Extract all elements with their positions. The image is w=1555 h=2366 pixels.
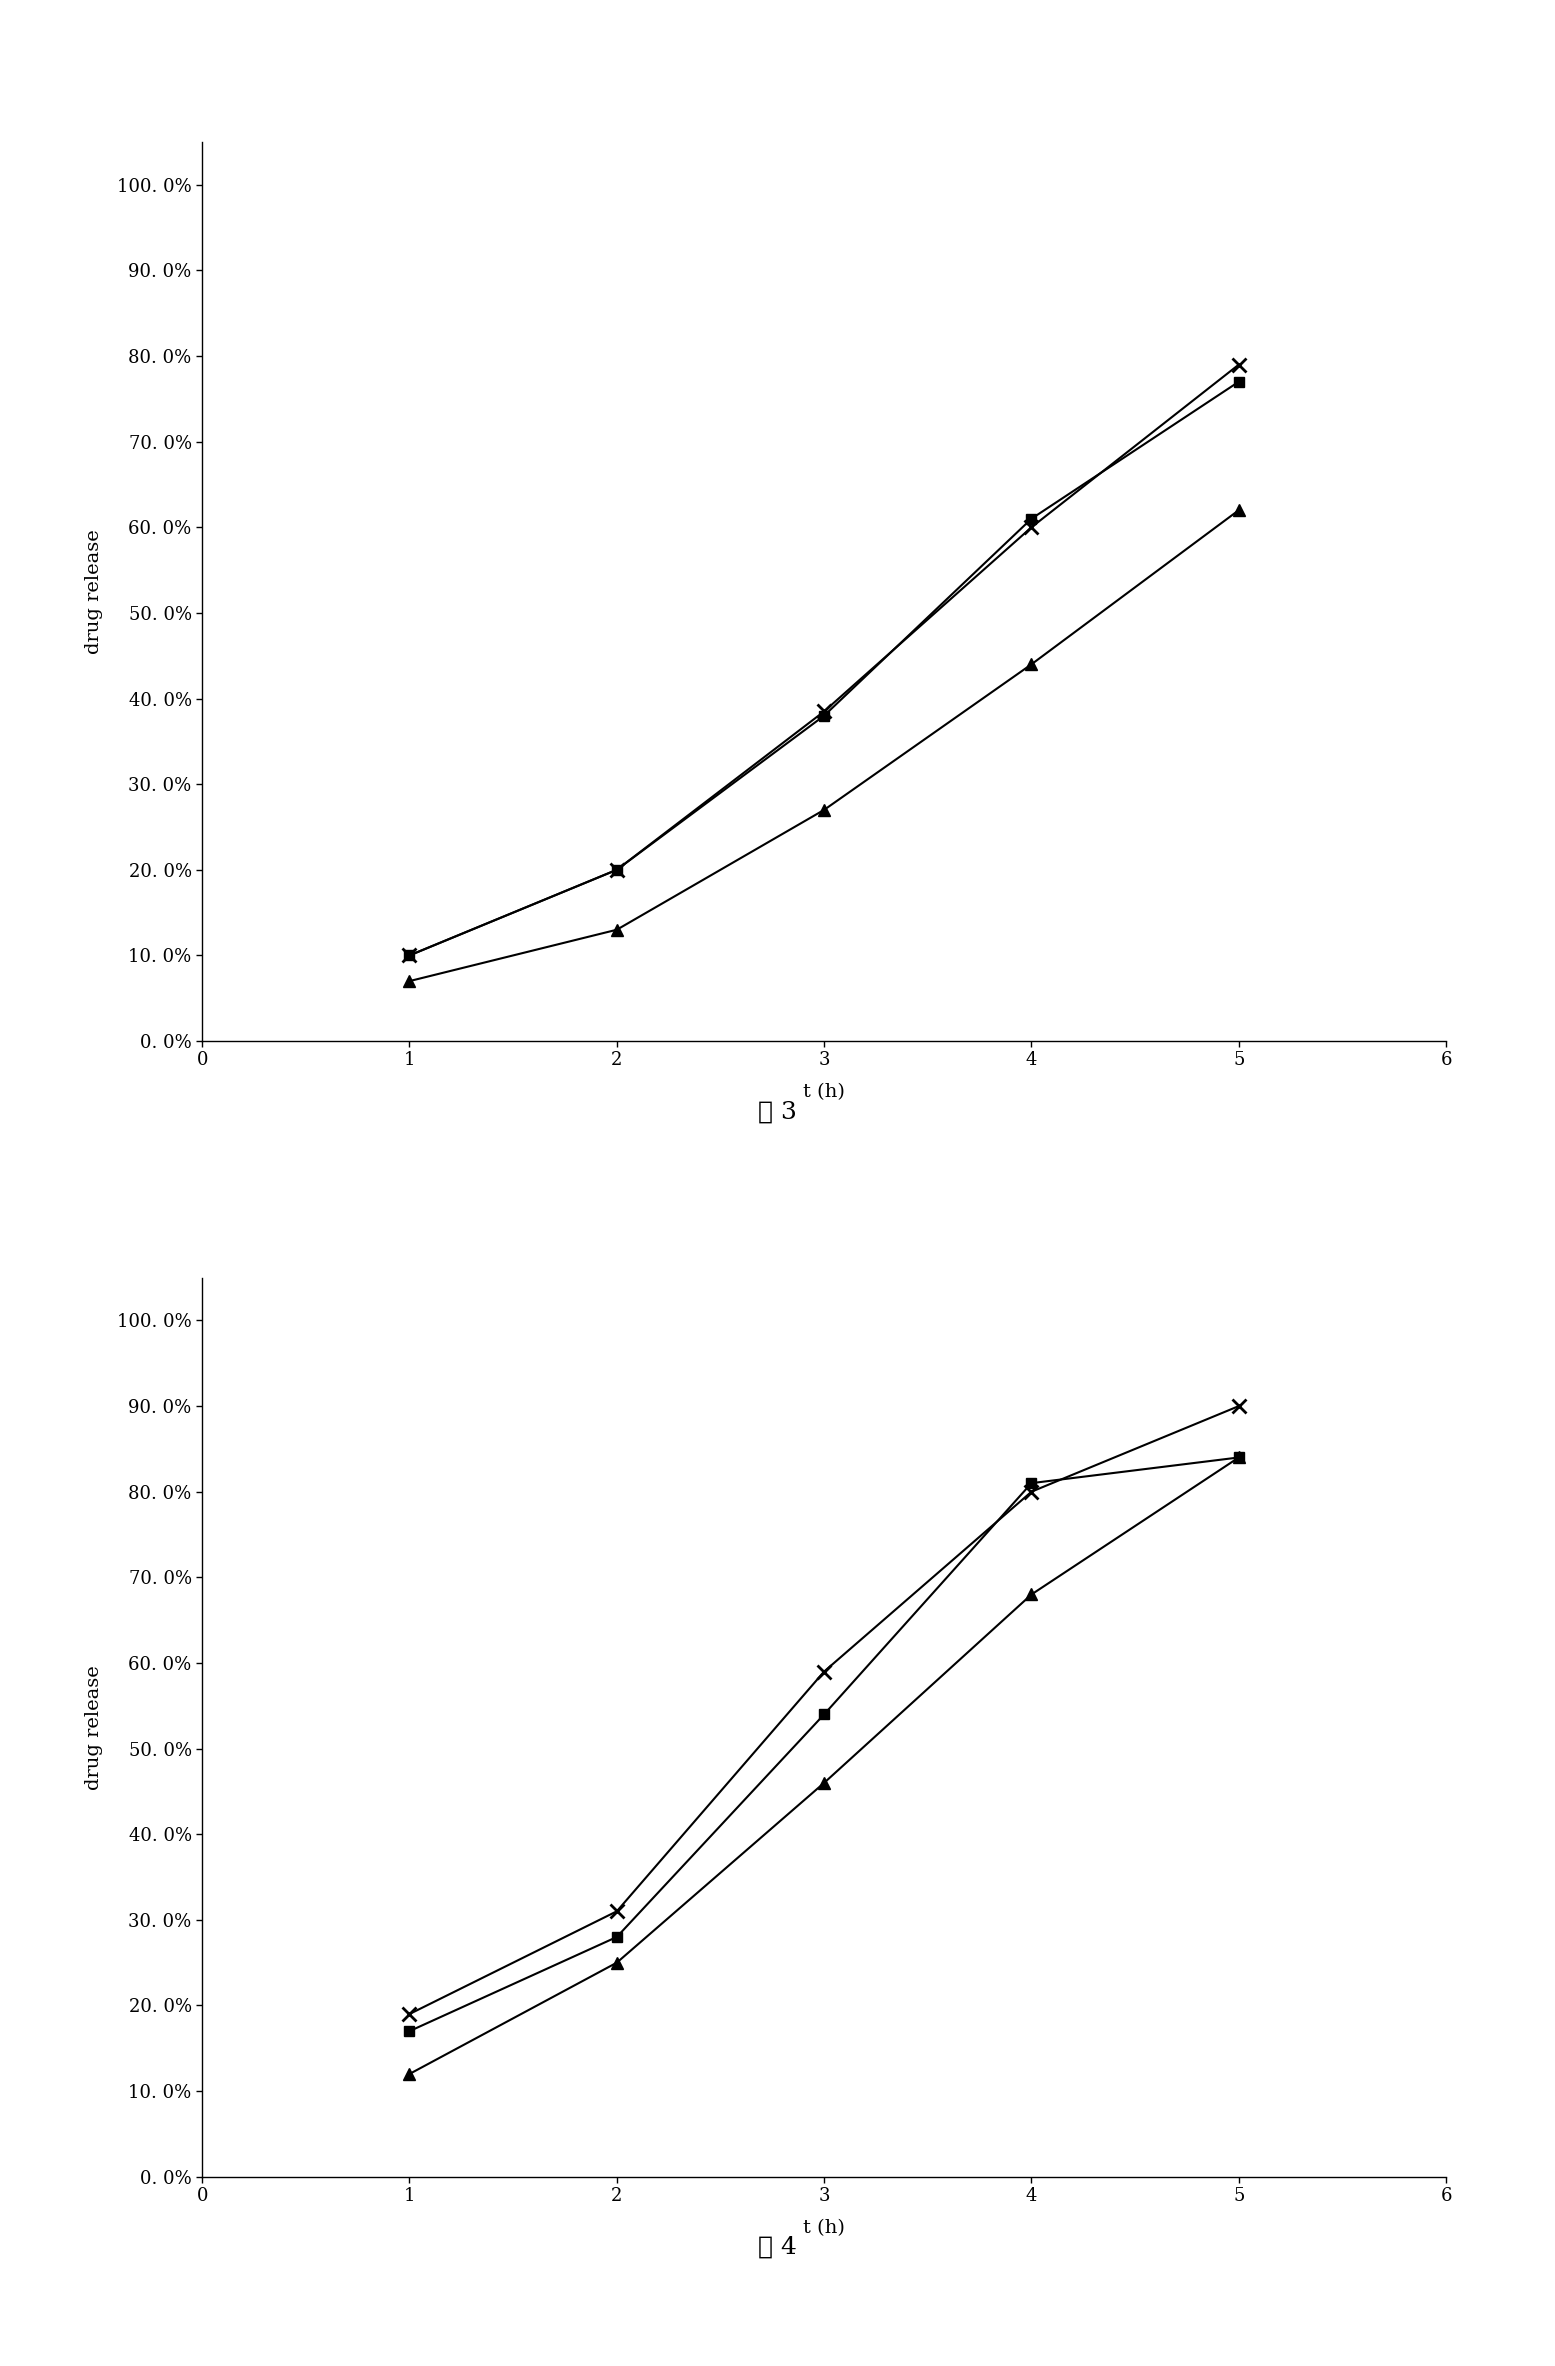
Y-axis label: drug release: drug release [86,530,103,653]
X-axis label: t (h): t (h) [804,2219,844,2236]
X-axis label: t (h): t (h) [804,1084,844,1100]
Text: 图 3: 图 3 [759,1100,798,1124]
Y-axis label: drug release: drug release [86,1666,103,1789]
Text: 图 4: 图 4 [759,2236,798,2260]
